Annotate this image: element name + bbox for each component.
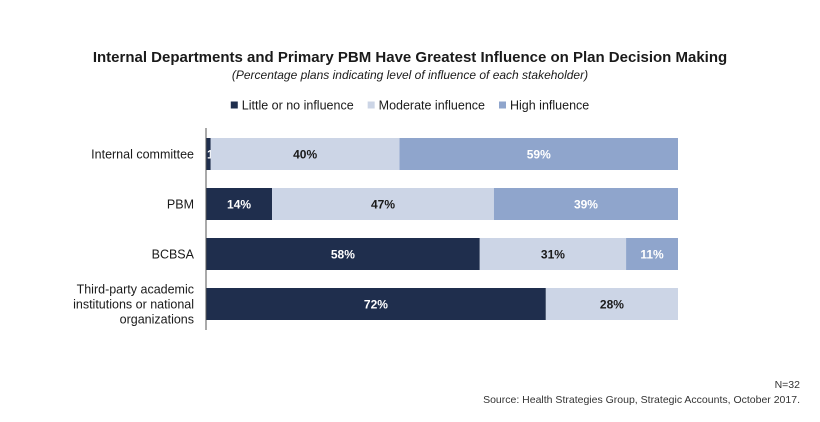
category-label: BCBSA	[152, 248, 195, 262]
bar-data-label: 39%	[574, 198, 598, 212]
legend-label: Moderate influence	[379, 99, 485, 113]
legend-swatch	[230, 101, 238, 109]
legend: Little or no influence Moderate influence…	[230, 99, 589, 113]
bar-segment	[206, 238, 480, 270]
category-labels: Internal committee PBM BCBSA Third-party ac…	[73, 148, 195, 327]
sample-size-note: N=32	[775, 379, 801, 391]
bar-data-label: 59%	[527, 148, 551, 162]
bar-data-label: 14%	[227, 198, 251, 212]
bar-data-label: 58%	[331, 248, 355, 262]
bar-data-label: 47%	[371, 198, 395, 212]
bars-group: 1%40%59%14%47%39%58%31%11%72%28%	[206, 138, 678, 320]
chart-subtitle: (Percentage plans indicating level of in…	[232, 68, 588, 82]
bar-segment	[206, 188, 273, 220]
bar-segment	[206, 288, 546, 320]
category-label: institutions or national	[73, 298, 194, 312]
bar-segment	[493, 188, 678, 220]
bar-data-label: 31%	[541, 248, 565, 262]
bar-segment	[206, 138, 211, 170]
bar-data-label: 40%	[293, 148, 317, 162]
bar-segment	[399, 138, 678, 170]
bar-data-label: 28%	[600, 298, 624, 312]
bar-data-label: 11%	[640, 248, 664, 262]
bar-segment	[479, 238, 627, 270]
category-label: Third-party academic	[77, 283, 194, 297]
bar-data-label: 72%	[364, 298, 388, 312]
bar-segment	[545, 288, 678, 320]
category-label: Internal committee	[91, 148, 194, 162]
legend-label: Little or no influence	[242, 99, 354, 113]
bar-segment	[272, 188, 494, 220]
chart-title: Internal Departments and Primary PBM Hav…	[93, 49, 727, 66]
category-label: PBM	[167, 198, 194, 212]
category-label: organizations	[120, 313, 194, 327]
legend-swatch	[367, 101, 375, 109]
source-note: Source: Health Strategies Group, Strateg…	[483, 394, 800, 406]
bar-segment	[210, 138, 400, 170]
bar-segment	[626, 238, 678, 270]
legend-swatch	[499, 101, 506, 109]
legend-label: High influence	[510, 99, 589, 113]
